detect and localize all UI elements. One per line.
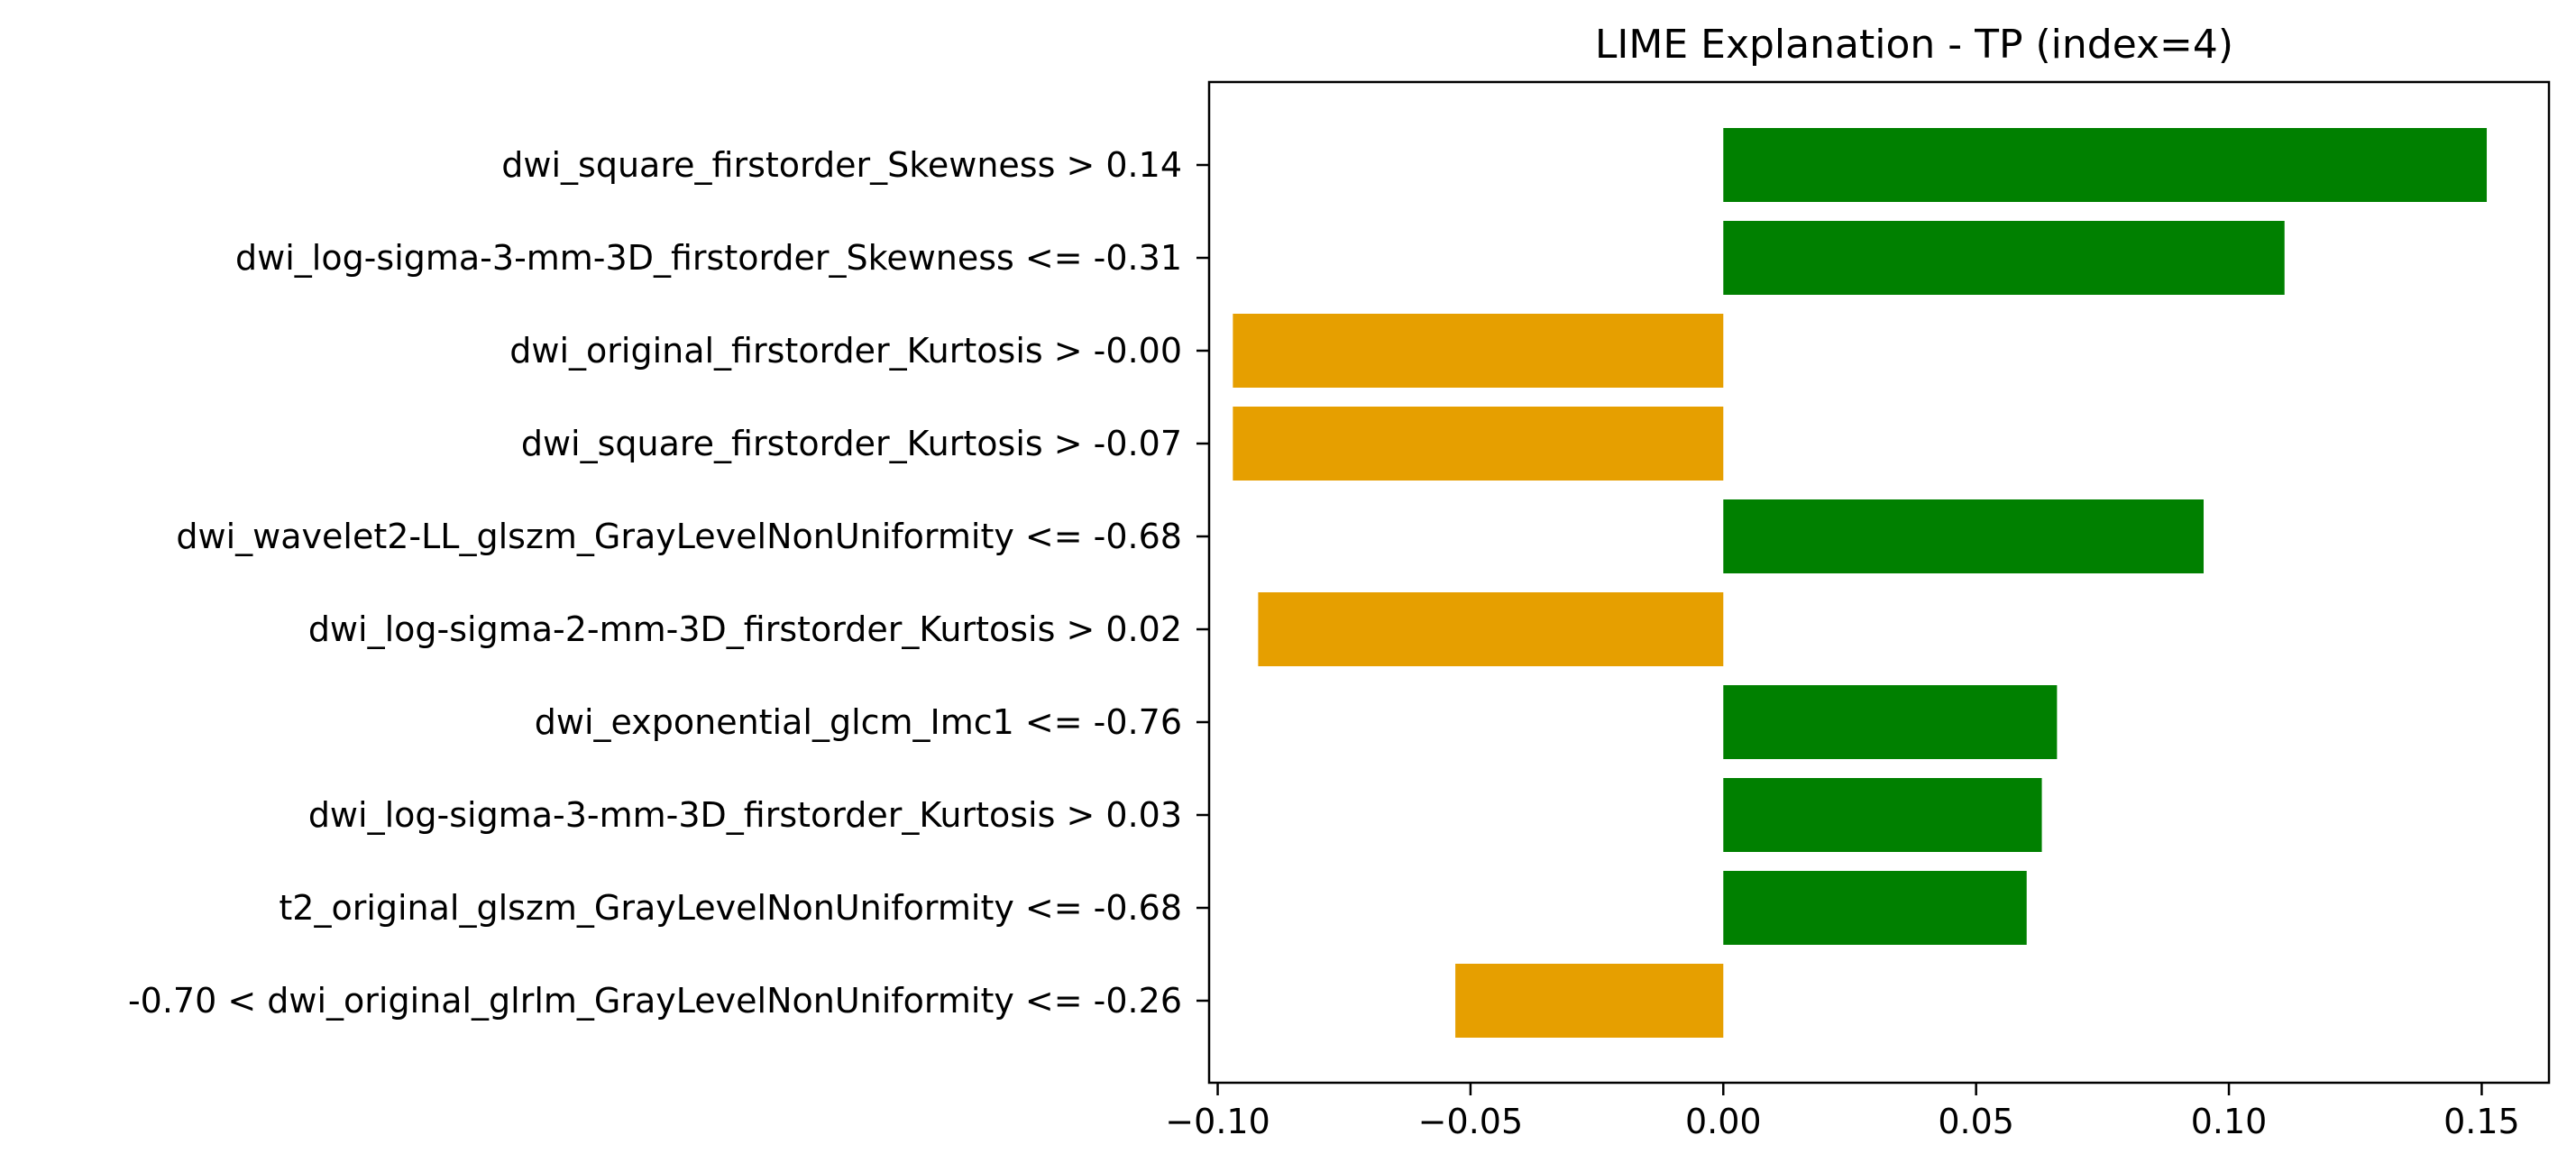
x-tick-label-3: 0.05	[1938, 1102, 2014, 1141]
x-tick-label-4: 0.10	[2191, 1102, 2268, 1141]
category-label-4: dwi_wavelet2-LL_glszm_GrayLevelNonUnifor…	[176, 517, 1182, 556]
category-label-5: dwi_log-sigma-2-mm-3D_firstorder_Kurtosi…	[308, 609, 1182, 649]
bar-3	[1233, 407, 1724, 481]
category-label-9: -0.70 < dwi_original_glrlm_GrayLevelNonU…	[128, 981, 1182, 1021]
x-axis-ticks: −0.10 −0.05 0.00 0.05 0.10 0.15	[1165, 1083, 2520, 1141]
category-label-3: dwi_square_firstorder_Kurtosis > -0.07	[521, 424, 1182, 463]
bar-7	[1723, 778, 2042, 852]
bar-2	[1233, 314, 1724, 388]
bars-layer	[1233, 128, 2488, 1038]
chart-title: LIME Explanation - TP (index=4)	[1595, 22, 2233, 68]
x-tick-label-0: −0.10	[1165, 1102, 1270, 1141]
category-labels: dwi_square_firstorder_Skewness > 0.14 dwi…	[128, 145, 1209, 1021]
x-tick-label-1: −0.05	[1418, 1102, 1523, 1141]
category-label-7: dwi_log-sigma-3-mm-3D_firstorder_Kurtosi…	[308, 795, 1182, 835]
bar-6	[1723, 685, 2058, 759]
plot-frame	[1207, 80, 2551, 1085]
bar-0	[1723, 128, 2488, 202]
x-tick-label-2: 0.00	[1685, 1102, 1762, 1141]
category-label-2: dwi_original_firstorder_Kurtosis > -0.00	[509, 331, 1182, 371]
category-label-8: t2_original_glszm_GrayLevelNonUniformity…	[279, 888, 1182, 928]
bar-5	[1258, 592, 1724, 666]
x-tick-label-5: 0.15	[2443, 1102, 2520, 1141]
bar-1	[1723, 221, 2285, 295]
category-label-0: dwi_square_firstorder_Skewness > 0.14	[501, 145, 1182, 185]
bar-8	[1723, 871, 2027, 945]
category-label-6: dwi_exponential_glcm_Imc1 <= -0.76	[535, 702, 1182, 742]
category-label-1: dwi_log-sigma-3-mm-3D_firstorder_Skewnes…	[235, 238, 1182, 278]
bar-4	[1723, 499, 2205, 573]
bar-9	[1455, 964, 1724, 1038]
